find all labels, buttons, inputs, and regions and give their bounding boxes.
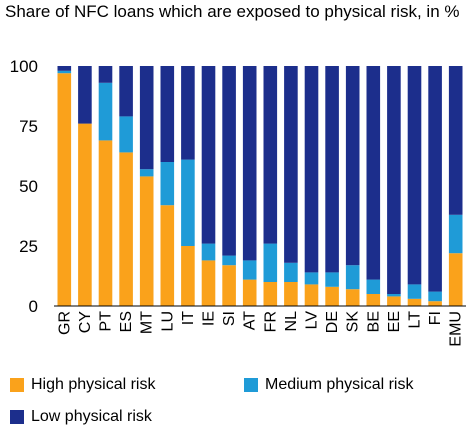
bar-segment-it-low [181, 66, 195, 160]
bar-segment-it-high [181, 246, 195, 306]
legend-label-high: High physical risk [31, 376, 156, 393]
bar-segment-si-medium [222, 255, 236, 266]
x-tick-label: IE [201, 311, 218, 326]
bar-segment-pt-low [98, 66, 113, 83]
bar-segment-mt-low [139, 66, 154, 170]
bar-segment-emu-low [448, 66, 463, 215]
bar-segment-ie-low [201, 66, 216, 244]
bar-segment-de-high [325, 286, 339, 306]
x-tick-label: BE [365, 311, 382, 332]
bar-segment-at-high [242, 279, 257, 306]
bar-segment-ee-low [387, 66, 401, 294]
bar-segment-nl-medium [284, 262, 298, 282]
x-tick-label: SI [221, 311, 238, 326]
bar-segment-es-high [119, 152, 133, 306]
bar-segment-ee-medium [387, 294, 401, 297]
y-tick-label: 100 [10, 57, 38, 76]
bar-segment-mt-high [139, 176, 154, 306]
bar-segment-sk-high [345, 289, 360, 306]
x-tick-label: NL [283, 311, 300, 332]
bar-segment-emu-medium [448, 214, 463, 254]
x-tick-label: PT [98, 311, 115, 332]
bar-segment-es-low [119, 66, 133, 117]
bar-segment-si-high [222, 265, 236, 306]
bar-segment-lt-high [407, 298, 422, 306]
bar-segment-es-medium [119, 116, 133, 153]
legend-label-medium: Medium physical risk [265, 376, 414, 393]
bar-segment-lt-medium [407, 284, 422, 299]
bar-segment-it-medium [181, 159, 195, 246]
x-tick-label: LV [304, 311, 321, 330]
bar-segment-at-low [242, 66, 257, 261]
x-tick-label: GR [56, 311, 73, 335]
bar-segment-ie-high [201, 260, 216, 306]
y-tick-label: 25 [19, 237, 38, 256]
bar-segment-ie-medium [201, 243, 216, 261]
legend-swatch-low [10, 410, 24, 424]
legend-swatch-high [10, 378, 24, 392]
legend-label-low: Low physical risk [31, 408, 152, 425]
bar-segment-mt-medium [139, 169, 154, 177]
y-tick-label: 0 [29, 297, 38, 316]
bar-segment-pt-high [98, 140, 113, 306]
x-tick-label: AT [242, 311, 259, 330]
bar-segment-lv-low [304, 66, 319, 273]
bar-segment-sk-low [345, 66, 360, 266]
bar-segment-gr-low [57, 66, 72, 71]
legend-swatch-medium [244, 378, 258, 392]
x-tick-label: SK [345, 311, 362, 333]
bar-segment-lu-high [160, 205, 175, 306]
x-tick-label: LU [159, 311, 176, 331]
bar-segment-ee-high [387, 296, 401, 306]
bar-segment-gr-medium [57, 70, 72, 74]
legend-item-low: Low physical risk [10, 408, 152, 426]
bar-segment-fi-low [428, 66, 442, 292]
plot-area: 0 25 50 75 100 GR CY PT ES MT LU IT IE SI AT FR NL LV DE SK… [10, 57, 466, 347]
bar-segment-at-medium [242, 260, 257, 280]
bar-segment-nl-low [284, 66, 298, 263]
bar-segment-fr-medium [263, 243, 278, 282]
bar-segment-be-medium [366, 279, 381, 294]
x-tick-label: DE [324, 311, 341, 333]
bar-segment-cy-low [78, 66, 92, 124]
bar-segment-be-high [366, 294, 381, 306]
bar-segment-pt-medium [98, 82, 113, 141]
bar-segment-de-low [325, 66, 339, 273]
bar-segment-sk-medium [345, 265, 360, 290]
bar-segment-si-low [222, 66, 236, 256]
bar-segment-lu-medium [160, 162, 175, 206]
bar-segment-lv-high [304, 284, 319, 306]
legend-item-medium: Medium physical risk [244, 376, 413, 394]
bar-segment-cy-high [78, 123, 92, 306]
x-tick-label: FR [262, 311, 279, 332]
bar-segment-nl-high [284, 282, 298, 306]
bar-segment-gr-high [57, 73, 72, 306]
x-tick-label: ES [118, 311, 135, 332]
x-tick-label: LT [407, 311, 424, 329]
bar-segment-fi-high [428, 301, 442, 306]
x-tick-label: EMU [448, 311, 465, 347]
x-tick-label: CY [77, 311, 94, 334]
bar-segment-de-medium [325, 272, 339, 287]
legend-item-high: High physical risk [10, 376, 155, 394]
x-tick-label: FI [427, 311, 444, 325]
bar-segment-fr-high [263, 282, 278, 306]
x-tick-label: IT [180, 311, 197, 325]
bar-segment-lv-medium [304, 272, 319, 285]
bar-segment-fi-medium [428, 291, 442, 302]
y-tick-label: 50 [19, 177, 38, 196]
chart-title: Share of NFC loans which are exposed to … [5, 2, 460, 21]
bar-segment-lt-low [407, 66, 422, 285]
x-tick-label: MT [139, 311, 156, 334]
bar-segment-emu-high [448, 253, 463, 306]
bar-segment-fr-low [263, 66, 278, 244]
x-tick-label: EE [386, 311, 403, 332]
bar-segment-lu-low [160, 66, 175, 162]
y-tick-label: 75 [19, 117, 38, 136]
bar-segment-be-low [366, 66, 381, 280]
